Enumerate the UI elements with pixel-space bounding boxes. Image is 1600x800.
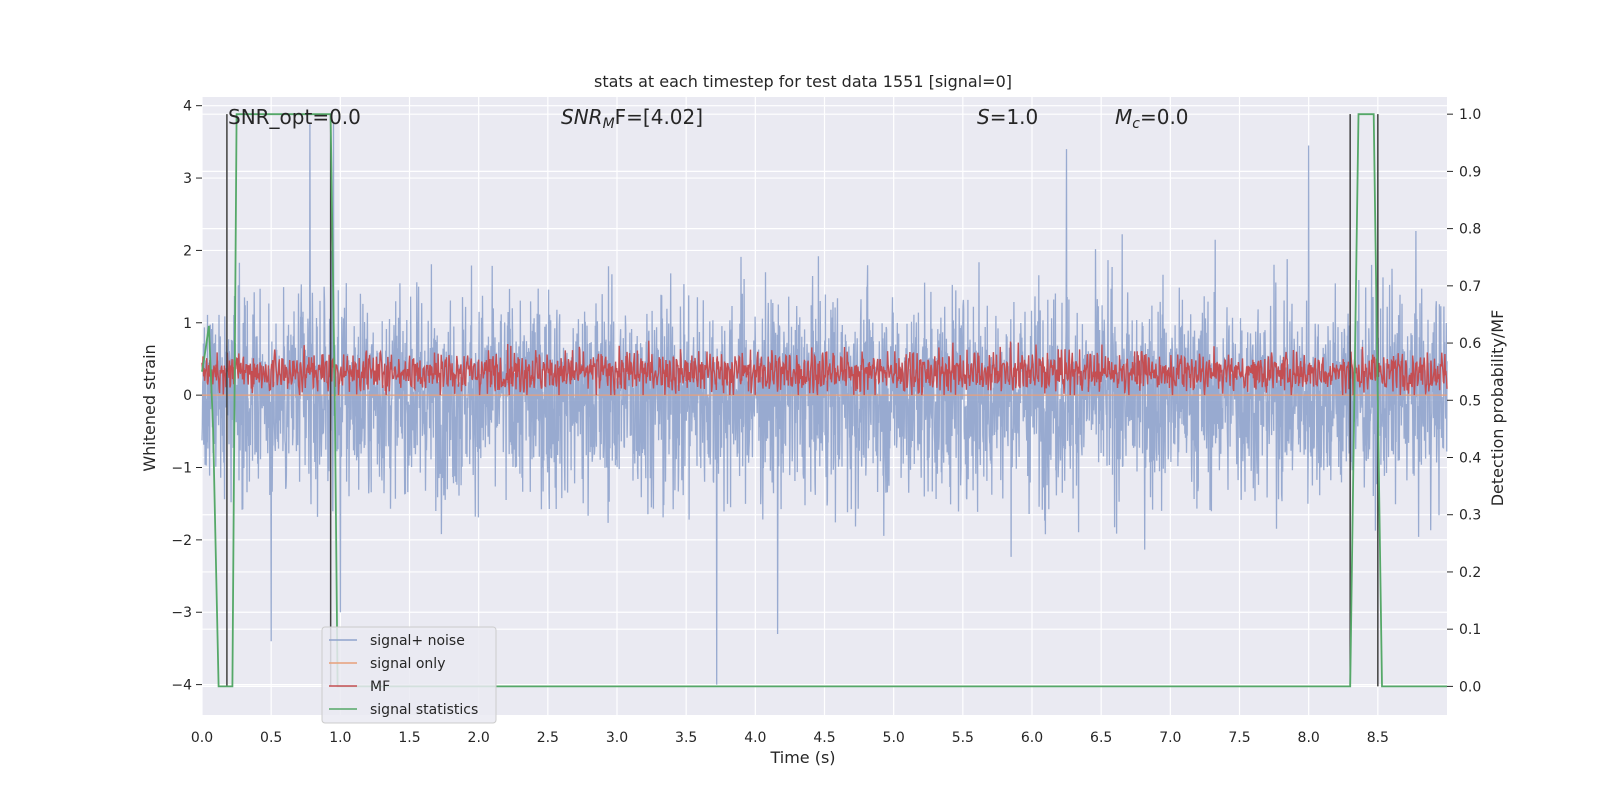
y-right-tick-label: 0.0 [1459, 679, 1481, 695]
x-tick-label: 3.5 [675, 730, 697, 746]
annotation-snr-opt: SNR_opt=0.0 [228, 105, 361, 129]
legend-label-signal-only: signal only [370, 656, 445, 672]
y-right-tick-label: 0.5 [1459, 393, 1481, 409]
y-right-tick-label: 0.4 [1459, 451, 1481, 467]
legend-label-mf: MF [370, 679, 390, 695]
y-right-tick-labels: 0.0 0.1 0.2 0.3 0.4 0.5 0.6 0.7 0.8 0.9 1.0 [1447, 107, 1481, 695]
y-right-tick-label: 0.2 [1459, 565, 1481, 581]
signal-statistics-line [201, 113, 1447, 688]
signal-statistics-series [201, 113, 1447, 688]
x-tick-label: 3.0 [606, 730, 628, 746]
snr-mf-base: SNR [561, 105, 603, 129]
y-left-tick-label: −3 [171, 605, 192, 621]
y-left-tick-label: −2 [171, 533, 192, 549]
legend: signal+ noise signal only MF signal stat… [321, 626, 497, 724]
x-tick-label: 8.5 [1367, 730, 1389, 746]
x-tick-labels: 0.0 0.5 1.0 1.5 2.0 2.5 3.0 3.5 4.0 4.5 5.0 5.5 6.0 6… [191, 730, 1389, 746]
snr-mf-sub: M [603, 116, 615, 132]
x-tick-label: 8.0 [1298, 730, 1320, 746]
mf-series [201, 340, 1448, 396]
y-right-tick-label: 0.9 [1459, 164, 1481, 180]
y-left-tick-labels: −4 −3 −2 −1 0 1 2 3 4 [171, 99, 202, 694]
signal-noise-series [201, 123, 1448, 685]
legend-label-signal-noise: signal+ noise [370, 633, 465, 649]
x-tick-label: 1.5 [398, 730, 420, 746]
x-tick-label: 7.0 [1159, 730, 1181, 746]
y-right-tick-label: 1.0 [1459, 107, 1481, 123]
x-tick-label: 4.0 [744, 730, 766, 746]
x-tick-label: 5.0 [883, 730, 905, 746]
mf-line [201, 340, 1448, 396]
annotation-mc: Mc=0.0 [1115, 105, 1189, 132]
y-left-tick-label: 2 [183, 243, 192, 259]
x-tick-label: 5.5 [952, 730, 974, 746]
x-tick-label: 6.5 [1090, 730, 1112, 746]
y-left-tick-label: 1 [183, 316, 192, 332]
mc-var: M [1115, 105, 1132, 129]
x-tick-label: 4.5 [813, 730, 835, 746]
y-left-axis-label: Whitened strain [140, 344, 159, 471]
annotation-s: S=1.0 [977, 105, 1038, 129]
y-right-tick-label: 0.7 [1459, 279, 1481, 295]
x-axis-label: Time (s) [769, 748, 835, 767]
y-right-tick-label: 0.1 [1459, 622, 1481, 638]
signal-noise-line [201, 123, 1448, 685]
x-tick-label: 2.5 [537, 730, 559, 746]
y-right-tick-label: 0.3 [1459, 508, 1481, 524]
x-tick-label: 0.0 [191, 730, 213, 746]
mc-sub: c [1132, 116, 1140, 132]
x-tick-label: 1.0 [329, 730, 351, 746]
x-tick-label: 7.5 [1228, 730, 1250, 746]
y-left-tick-label: −1 [171, 461, 192, 477]
y-right-tick-label: 0.8 [1459, 222, 1481, 238]
x-tick-label: 6.0 [1021, 730, 1043, 746]
snr-mf-rest: F=[4.02] [615, 105, 703, 129]
s-var: S [977, 105, 990, 129]
legend-label-signal-statistics: signal statistics [370, 702, 478, 718]
y-right-tick-label: 0.6 [1459, 336, 1481, 352]
y-left-tick-label: 0 [183, 388, 192, 404]
y-right-axis-label: Detection probability/MF [1488, 310, 1507, 507]
y-left-tick-label: −4 [171, 678, 192, 694]
s-rest: =1.0 [990, 105, 1039, 129]
chart-title: stats at each timestep for test data 155… [594, 72, 1012, 91]
x-tick-label: 0.5 [260, 730, 282, 746]
y-left-tick-label: 3 [183, 171, 192, 187]
legend-box [321, 626, 497, 724]
mc-rest: =0.0 [1140, 105, 1189, 129]
x-tick-label: 2.0 [468, 730, 490, 746]
annotation-snr-mf: SNRMF=[4.02] [561, 105, 703, 132]
y-left-tick-label: 4 [183, 99, 192, 115]
